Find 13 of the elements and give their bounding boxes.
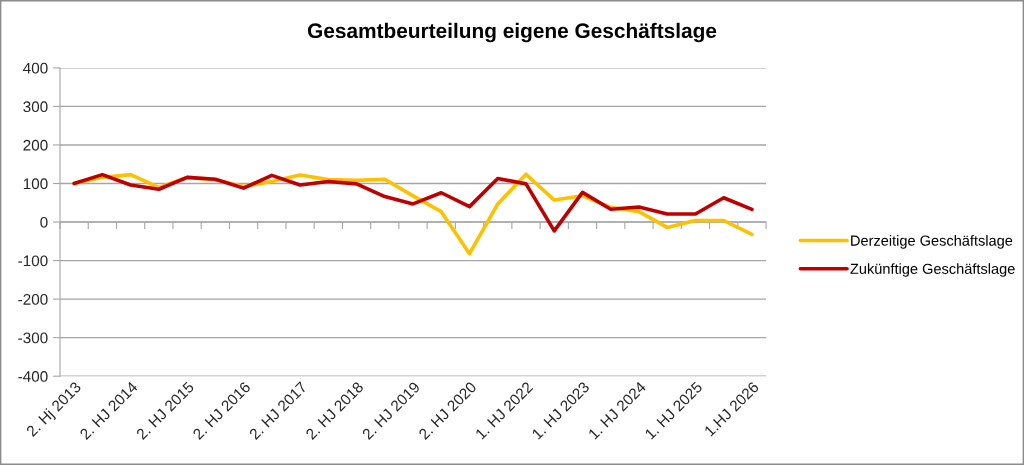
line-series — [72, 172, 754, 233]
y-tick-label: 0 — [40, 216, 48, 228]
y-tick-label: -100 — [18, 255, 48, 267]
y-tick-label: -200 — [18, 293, 48, 305]
legend-label: Derzeitige Geschäftslage — [851, 235, 1013, 249]
chart-title: Gesamtbeurteilung eigene Geschäftslage — [307, 22, 717, 43]
y-tick-label: -300 — [18, 332, 48, 344]
y-tick-label: 100 — [23, 178, 48, 190]
y-tick-label: -400 — [18, 371, 48, 382]
y-tick-label: 200 — [23, 139, 48, 151]
legend-label: Zukünftige Geschäftslage — [850, 263, 1015, 277]
y-tick-label: 300 — [23, 101, 48, 113]
y-tick-label: 400 — [23, 62, 48, 74]
